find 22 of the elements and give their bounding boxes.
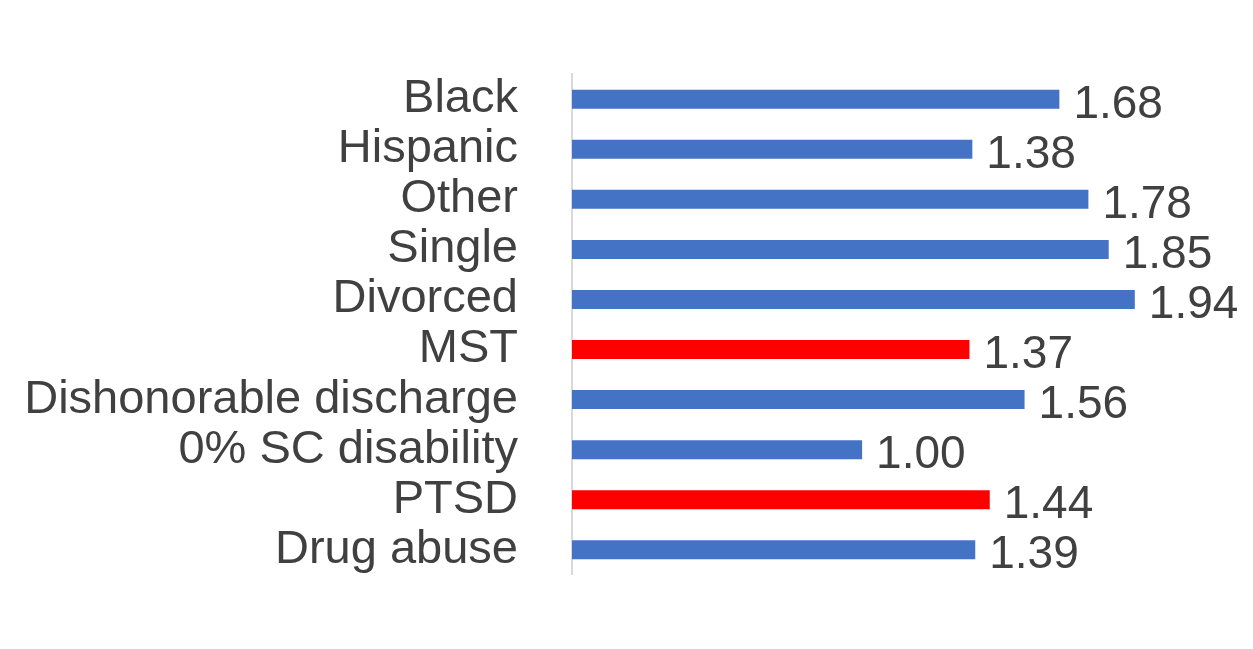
bar xyxy=(572,289,1135,309)
data-label: 1.68 xyxy=(1073,75,1163,128)
y-tick-label: Single xyxy=(387,219,518,273)
bar xyxy=(572,239,1109,259)
y-tick-label: Drug abuse xyxy=(275,519,518,573)
data-label: 1.94 xyxy=(1148,276,1239,329)
data-label: 1.56 xyxy=(1038,376,1129,429)
bar xyxy=(572,340,970,360)
bar xyxy=(572,490,990,510)
data-label: 1.00 xyxy=(876,426,966,479)
data-label: 1.44 xyxy=(1003,476,1094,529)
bar xyxy=(572,540,976,560)
bar xyxy=(572,390,1025,410)
bar xyxy=(572,189,1089,209)
data-label: 1.38 xyxy=(986,125,1076,178)
data-label: 1.37 xyxy=(983,326,1073,379)
data-label: 1.39 xyxy=(989,526,1079,579)
data-label: 1.78 xyxy=(1102,176,1192,229)
bar xyxy=(572,89,1060,109)
bar xyxy=(572,440,863,460)
bar xyxy=(572,139,973,159)
data-label: 1.85 xyxy=(1122,226,1213,279)
